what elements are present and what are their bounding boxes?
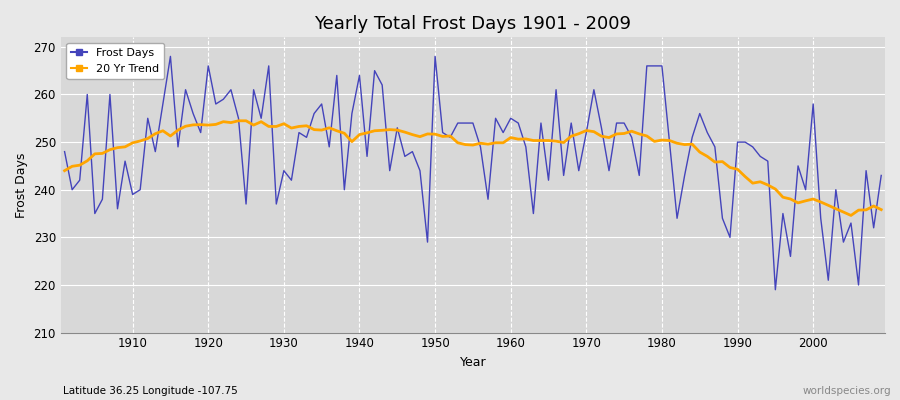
Legend: Frost Days, 20 Yr Trend: Frost Days, 20 Yr Trend <box>67 43 164 79</box>
X-axis label: Year: Year <box>460 356 486 369</box>
Text: Latitude 36.25 Longitude -107.75: Latitude 36.25 Longitude -107.75 <box>63 386 238 396</box>
Y-axis label: Frost Days: Frost Days <box>15 152 28 218</box>
Text: worldspecies.org: worldspecies.org <box>803 386 891 396</box>
Title: Yearly Total Frost Days 1901 - 2009: Yearly Total Frost Days 1901 - 2009 <box>314 15 632 33</box>
